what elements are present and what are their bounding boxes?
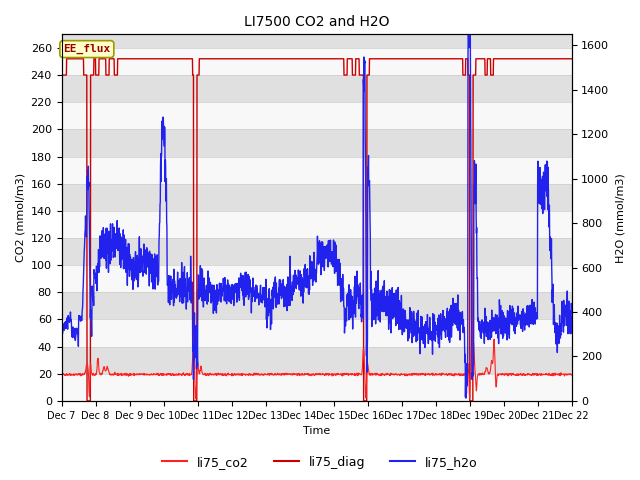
Bar (61, 292, 572, 320)
Legend: li75_co2, li75_diag, li75_h2o: li75_co2, li75_diag, li75_h2o (157, 451, 483, 474)
Bar (61, 211, 572, 238)
X-axis label: Time: Time (303, 426, 330, 436)
Bar (61, 75, 572, 102)
Bar (61, 347, 572, 374)
Bar (61, 374, 572, 401)
Y-axis label: H2O (mmol/m3): H2O (mmol/m3) (615, 173, 625, 263)
Y-axis label: CO2 (mmol/m3): CO2 (mmol/m3) (15, 173, 25, 262)
Title: LI7500 CO2 and H2O: LI7500 CO2 and H2O (244, 15, 389, 29)
Bar (61, 35, 572, 48)
Bar (61, 238, 572, 265)
Bar (61, 102, 572, 130)
Bar (61, 320, 572, 347)
Bar (61, 184, 572, 211)
Bar (61, 265, 572, 292)
Bar (61, 48, 572, 75)
Bar (61, 130, 572, 156)
Text: EE_flux: EE_flux (63, 44, 111, 54)
Bar (61, 156, 572, 184)
